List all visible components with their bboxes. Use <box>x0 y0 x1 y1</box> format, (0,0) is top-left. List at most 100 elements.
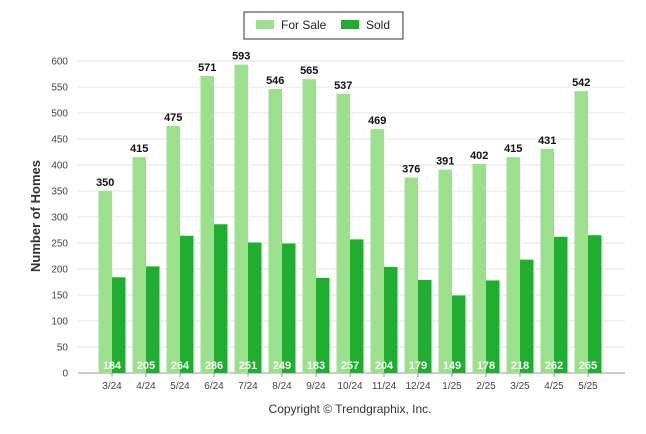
legend-swatch-for-sale <box>256 20 274 29</box>
y-axis-ticks: 0 50 100 150 200 250 300 350 400 450 500 550 600 <box>51 57 68 380</box>
bar-sold <box>486 280 500 373</box>
bar-for-sale <box>472 163 486 373</box>
data-label-for-sale: 415 <box>130 143 148 155</box>
bar-sold <box>418 279 432 373</box>
bar-for-sale <box>370 129 384 373</box>
legend[interactable]: For Sale Sold <box>243 11 404 40</box>
data-label-for-sale: 537 <box>334 80 352 92</box>
bar-for-sale <box>132 157 146 373</box>
x-tick-label: 6/24 <box>204 381 224 392</box>
data-label-for-sale: 571 <box>198 62 216 74</box>
y-tick-label: 250 <box>51 239 68 250</box>
data-label-sold: 184 <box>103 360 122 372</box>
data-label-for-sale: 350 <box>96 177 114 189</box>
bar-for-sale <box>166 126 180 373</box>
x-tick-label: 8/24 <box>272 381 292 392</box>
data-label-sold: 149 <box>443 360 461 372</box>
data-label-sold: 204 <box>375 360 394 372</box>
y-tick-label: 600 <box>51 57 68 68</box>
data-label-sold: 205 <box>137 360 155 372</box>
legend-label-sold: Sold <box>366 18 390 32</box>
x-tick-label: 10/24 <box>337 381 362 392</box>
data-label-sold: 218 <box>511 360 529 372</box>
data-label-for-sale: 391 <box>436 156 454 168</box>
x-tick-label: 5/25 <box>578 381 598 392</box>
data-label-sold: 249 <box>273 360 291 372</box>
x-tick-label: 4/25 <box>544 381 564 392</box>
y-tick-label: 350 <box>51 187 68 198</box>
bar-for-sale <box>404 177 418 373</box>
data-label-for-sale: 546 <box>266 75 284 87</box>
y-tick-label: 450 <box>51 135 68 146</box>
x-tick-label: 3/24 <box>102 381 122 392</box>
y-tick-label: 500 <box>51 109 68 120</box>
data-label-for-sale: 431 <box>538 135 556 147</box>
data-label-for-sale: 415 <box>504 143 522 155</box>
y-tick-label: 0 <box>62 369 68 380</box>
bar-sold <box>146 266 160 373</box>
x-tick-label: 3/25 <box>510 381 530 392</box>
bar-sold <box>316 277 330 373</box>
bar-sold <box>282 243 296 373</box>
data-label-sold: 264 <box>171 360 190 372</box>
bar-for-sale <box>574 91 588 373</box>
bar-sold <box>452 295 466 373</box>
data-label-sold: 251 <box>239 360 257 372</box>
bar-sold <box>554 236 568 373</box>
data-label-sold: 183 <box>307 360 325 372</box>
data-label-sold: 178 <box>477 360 495 372</box>
y-axis-title: Number of Homes <box>28 160 43 272</box>
data-label-sold: 262 <box>545 360 563 372</box>
y-tick-label: 100 <box>51 317 68 328</box>
bar-for-sale <box>98 191 112 373</box>
data-label-for-sale: 402 <box>470 150 488 162</box>
bar-sold <box>180 235 194 373</box>
data-label-sold: 257 <box>341 360 359 372</box>
y-tick-label: 50 <box>57 343 69 354</box>
bar-for-sale <box>234 64 248 373</box>
bar-for-sale <box>336 93 350 373</box>
y-tick-label: 550 <box>51 83 68 94</box>
y-tick-label: 150 <box>51 291 68 302</box>
data-label-sold: 179 <box>409 360 427 372</box>
bar-for-sale <box>268 89 282 373</box>
x-tick-label: 12/24 <box>405 381 430 392</box>
bar-for-sale <box>200 76 214 373</box>
bar-sold <box>384 266 398 373</box>
data-label-for-sale: 475 <box>164 112 182 124</box>
x-tick-label: 4/24 <box>136 381 156 392</box>
legend-label-for-sale: For Sale <box>281 18 327 32</box>
x-tick-label: 9/24 <box>306 381 326 392</box>
x-tick-label: 7/24 <box>238 381 258 392</box>
data-label-for-sale: 593 <box>232 51 250 63</box>
bar-sold <box>350 239 364 373</box>
bars <box>98 64 602 373</box>
x-axis-ticks: 3/24 4/24 5/24 6/24 7/24 8/24 9/24 10/24 11/24 12… <box>102 373 598 392</box>
data-label-sold: 286 <box>205 360 223 372</box>
y-tick-label: 200 <box>51 265 68 276</box>
x-tick-label: 11/24 <box>372 381 397 392</box>
data-label-for-sale: 469 <box>368 115 386 127</box>
legend-swatch-sold <box>341 20 359 29</box>
y-tick-label: 300 <box>51 213 68 224</box>
bar-sold <box>588 235 602 373</box>
bar-sold <box>248 242 262 373</box>
data-labels: 350 184 415 205 475 264 571 286 593 251 546 249 565 1… <box>96 51 597 372</box>
y-tick-label: 400 <box>51 161 68 172</box>
bar-sold <box>214 224 228 373</box>
bar-for-sale <box>506 157 520 373</box>
x-tick-label: 2/25 <box>476 381 496 392</box>
bar-for-sale <box>540 148 554 373</box>
data-label-for-sale: 376 <box>402 163 420 175</box>
data-label-for-sale: 565 <box>300 65 318 77</box>
data-label-sold: 265 <box>579 360 597 372</box>
bar-for-sale <box>302 79 316 373</box>
x-tick-label: 1/25 <box>442 381 462 392</box>
bar-sold <box>520 259 534 373</box>
bar-for-sale <box>438 169 452 373</box>
data-label-for-sale: 542 <box>572 77 590 89</box>
copyright-footer: Copyright © Trendgraphix, Inc. <box>269 402 432 416</box>
x-tick-label: 5/24 <box>170 381 190 392</box>
bar-sold <box>112 277 126 373</box>
